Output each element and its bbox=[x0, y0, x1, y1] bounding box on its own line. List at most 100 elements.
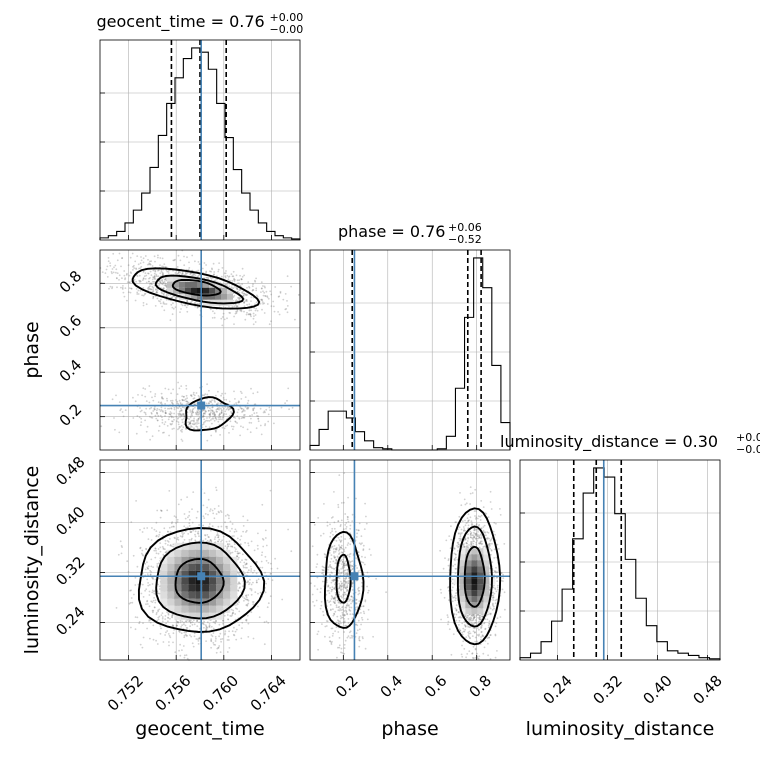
panel-geocent_time-vs-luminosity_distance-sample bbox=[226, 527, 228, 530]
panel-geocent_time-vs-phase-sample bbox=[254, 309, 257, 312]
panel-geocent_time-vs-phase-sample bbox=[116, 272, 119, 275]
panel-geocent_time-vs-phase-sample bbox=[161, 416, 163, 419]
panel-geocent_time-vs-phase-sample bbox=[183, 255, 185, 258]
panel-geocent_time-vs-luminosity_distance-sample bbox=[159, 625, 162, 627]
panel-geocent_time-vs-phase-sample bbox=[186, 400, 188, 403]
panel-geocent_time-vs-phase-sample bbox=[244, 293, 247, 296]
panel-phase-vs-luminosity_distance-sample bbox=[351, 585, 353, 588]
panel-geocent_time-vs-phase-sample bbox=[202, 415, 205, 418]
panel-geocent_time-vs-phase-sample bbox=[215, 431, 217, 433]
panel-geocent_time-vs-phase-sample bbox=[159, 414, 162, 417]
panel-geocent_time-vs-luminosity_distance-sample bbox=[236, 552, 239, 555]
panel-phase-vs-luminosity_distance-sample bbox=[363, 612, 366, 615]
panel-geocent_time-vs-luminosity_distance-sample bbox=[196, 510, 199, 513]
panel-geocent_time-vs-luminosity_distance-sample bbox=[270, 562, 272, 565]
panel-geocent_time-vs-phase-sample bbox=[240, 407, 243, 410]
panel-geocent_time-vs-luminosity_distance-density-cell bbox=[181, 549, 189, 557]
panel-geocent_time-vs-phase-sample bbox=[163, 280, 166, 283]
panel-geocent_time-vs-phase-sample bbox=[154, 414, 157, 417]
panel-geocent_time-vs-phase-sample bbox=[198, 396, 201, 398]
panel-geocent_time-vs-phase-sample bbox=[234, 398, 236, 400]
panel-geocent_time-vs-phase-sample bbox=[202, 412, 205, 415]
panel-geocent_time-vs-phase-sample bbox=[210, 277, 213, 280]
panel-geocent_time-vs-luminosity_distance-sample bbox=[242, 525, 245, 527]
panel-geocent_time-vs-luminosity_distance-sample bbox=[176, 521, 179, 523]
panel-phase-vs-luminosity_distance-sample bbox=[330, 642, 333, 644]
panel-geocent_time-vs-phase-sample bbox=[150, 274, 153, 277]
panel-geocent_time-vs-luminosity_distance-sample bbox=[157, 535, 160, 538]
panel-geocent_time-vs-phase-sample bbox=[139, 410, 142, 413]
panel-geocent_time-vs-phase-sample bbox=[243, 416, 246, 419]
panel-phase-vs-luminosity_distance-sample bbox=[329, 604, 332, 606]
panel-phase-vs-luminosity_distance-sample bbox=[339, 546, 342, 549]
panel-geocent_time-vs-phase-sample bbox=[179, 413, 182, 415]
panel-geocent_time-vs-luminosity_distance-sample bbox=[237, 556, 240, 559]
panel-phase-vs-luminosity_distance-sample bbox=[328, 592, 331, 594]
panel-geocent_time-vs-phase-sample bbox=[255, 427, 258, 430]
panel-phase-vs-luminosity_distance-sample bbox=[335, 606, 338, 609]
panel-geocent_time-vs-phase-sample bbox=[214, 279, 217, 282]
panel-phase-vs-luminosity_distance-sample bbox=[315, 599, 318, 602]
panel-phase-vs-luminosity_distance-sample bbox=[333, 491, 335, 493]
panel-geocent_time-vs-luminosity_distance-sample bbox=[267, 602, 270, 605]
panel-geocent_time-vs-phase-sample bbox=[152, 290, 155, 292]
panel-geocent_time-vs-luminosity_distance-sample bbox=[127, 571, 130, 573]
panel-phase-vs-luminosity_distance-sample bbox=[338, 570, 340, 572]
panel-geocent_time-vs-phase-sample bbox=[147, 272, 149, 275]
panel-geocent_time-vs-phase-sample bbox=[161, 396, 163, 399]
panel-geocent_time-vs-luminosity_distance-sample bbox=[208, 626, 211, 628]
panel-phase-vs-luminosity_distance-sample bbox=[349, 527, 352, 530]
panel-geocent_time-vs-luminosity_distance-sample bbox=[246, 598, 248, 601]
panel-geocent_time-vs-luminosity_distance-sample bbox=[158, 588, 161, 590]
panel-geocent_time-vs-phase-sample bbox=[196, 306, 199, 309]
panel-geocent_time-vs-phase-density-cell bbox=[203, 293, 209, 300]
panel-geocent_time-vs-luminosity_distance-sample bbox=[245, 619, 247, 621]
panel-geocent_time-vs-luminosity_distance-sample bbox=[152, 624, 155, 627]
panel-geocent_time-vs-luminosity_distance-sample bbox=[241, 559, 243, 562]
panel-geocent_time-vs-phase-sample bbox=[154, 288, 157, 291]
panel-phase-vs-luminosity_distance-sample bbox=[330, 598, 333, 600]
panel-geocent_time-vs-phase-sample bbox=[159, 281, 162, 284]
panel-geocent_time-vs-phase-density-cell bbox=[203, 287, 209, 294]
panel-geocent_time-vs-phase-sample bbox=[213, 419, 216, 422]
panel-phase-vs-luminosity_distance-sample bbox=[329, 523, 331, 526]
panel-geocent_time-vs-luminosity_distance-sample bbox=[185, 620, 188, 623]
panel-phase-vs-luminosity_distance-sample bbox=[349, 598, 352, 601]
panel-geocent_time-vs-luminosity_distance-sample bbox=[157, 618, 160, 621]
panel-geocent_time-vs-phase-sample bbox=[159, 300, 161, 303]
panel-phase-vs-luminosity_distance-sample bbox=[333, 552, 335, 554]
panel-geocent_time-vs-phase-sample bbox=[246, 311, 248, 314]
panel-geocent_time-vs-luminosity_distance-sample bbox=[219, 510, 222, 512]
panel-geocent_time-vs-phase-sample bbox=[151, 290, 154, 293]
panel-geocent_time-vs-luminosity_distance-sample bbox=[262, 545, 265, 548]
panel-geocent_time-vs-luminosity_distance-sample bbox=[208, 536, 210, 539]
panel-geocent_time-vs-phase-sample bbox=[250, 309, 253, 312]
panel-geocent_time-vs-phase-sample bbox=[154, 408, 156, 411]
panel-geocent_time-vs-phase-sample bbox=[252, 312, 255, 315]
panel-geocent_time-vs-luminosity_distance-sample bbox=[150, 571, 153, 573]
panel-geocent_time-vs-phase-sample bbox=[144, 272, 147, 274]
panel-geocent_time-vs-phase-sample bbox=[166, 399, 169, 402]
panel-geocent_time-vs-phase-sample bbox=[213, 312, 216, 315]
panel-geocent_time-vs-luminosity_distance-sample bbox=[152, 611, 154, 614]
panel-geocent_time-vs-phase-sample bbox=[150, 416, 153, 419]
panel-geocent_time-vs-luminosity_distance-sample bbox=[250, 568, 253, 570]
panel-geocent_time-vs-phase-sample bbox=[237, 408, 240, 411]
panel-geocent_time-vs-phase-sample bbox=[205, 270, 208, 273]
panel-geocent_time-vs-phase-sample bbox=[230, 411, 232, 413]
panel-geocent_time-vs-phase-sample bbox=[191, 254, 194, 257]
panel-geocent_time-vs-phase-sample bbox=[232, 425, 235, 428]
panel-geocent_time-vs-phase-sample bbox=[189, 273, 192, 276]
panel-phase-vs-luminosity_distance-sample bbox=[357, 570, 360, 573]
panel-geocent_time-vs-phase-sample bbox=[149, 285, 151, 287]
panel-geocent_time-vs-luminosity_distance-sample bbox=[220, 525, 223, 528]
panel-geocent_time-vs-phase-sample bbox=[188, 267, 191, 269]
panel-geocent_time-vs-luminosity_distance-sample bbox=[192, 645, 195, 648]
panel-geocent_time-vs-phase-sample bbox=[266, 296, 269, 299]
panel-geocent_time-vs-phase-sample bbox=[178, 387, 181, 390]
panel-geocent_time-vs-phase-sample bbox=[141, 294, 144, 297]
panel-geocent_time-vs-phase-sample bbox=[164, 277, 167, 280]
panel-geocent_time-vs-phase-sample bbox=[138, 279, 141, 282]
panel-geocent_time-vs-phase-sample bbox=[159, 281, 162, 284]
panel-geocent_time-vs-luminosity_distance-sample bbox=[183, 532, 185, 535]
